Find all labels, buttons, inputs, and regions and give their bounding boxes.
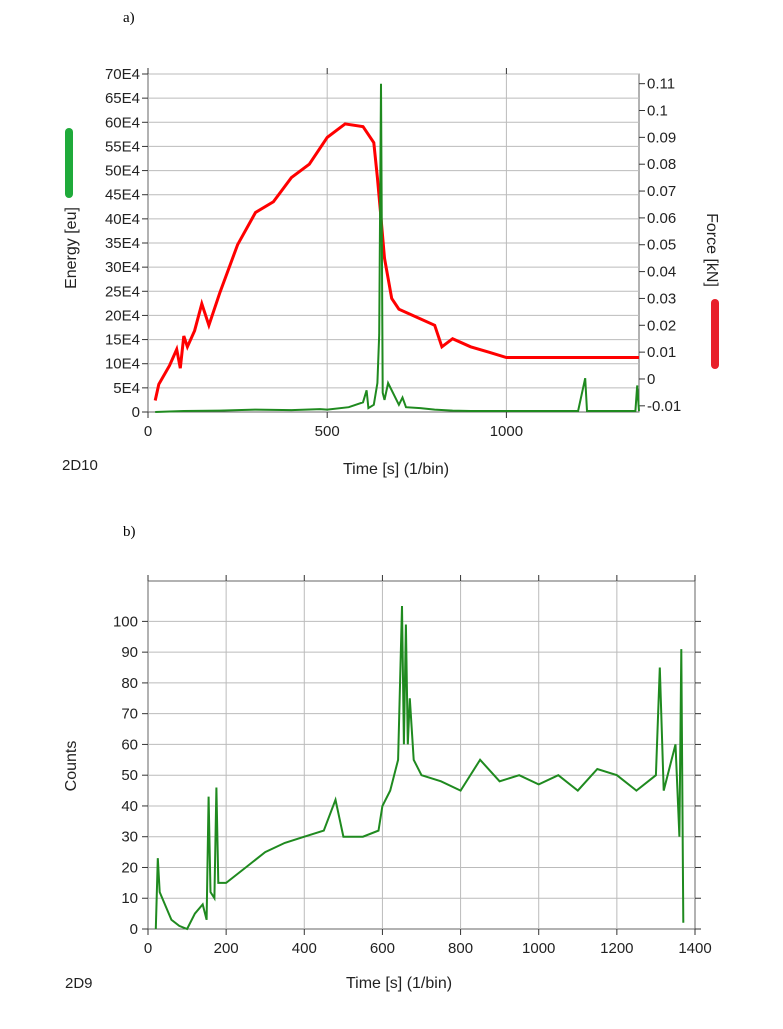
panel-b-id-label: 2D9	[65, 975, 93, 992]
energy-legend-marker	[65, 128, 73, 198]
y2-tick-label: 0.06	[647, 210, 676, 227]
y2-tick-label: 0.04	[647, 264, 676, 281]
panel-b-series	[154, 605, 685, 931]
x-tick-label: 200	[214, 940, 239, 957]
y-tick-label: 20E4	[105, 307, 140, 324]
y2-tick-label: 0.03	[647, 290, 676, 307]
y2-tick-label: 0.01	[647, 344, 676, 361]
y-tick-label: 60	[121, 736, 138, 753]
panel-b-plot-area	[147, 580, 696, 930]
y-tick-label: 50	[121, 767, 138, 784]
y-tick-label: 25E4	[105, 283, 140, 300]
x-tick-label: 600	[370, 940, 395, 957]
y2-tick-label: -0.01	[647, 398, 681, 415]
y-tick-label: 5E4	[113, 380, 140, 397]
panel-b-label: b)	[123, 524, 136, 540]
y-tick-label: 15E4	[105, 332, 140, 349]
y2-tick-label: 0.07	[647, 183, 676, 200]
y2-tick-label: 0.08	[647, 156, 676, 173]
panel-a-y-axis-label: Energy [eu]	[63, 207, 80, 289]
y-tick-label: 40E4	[105, 211, 140, 228]
y-tick-label: 80	[121, 675, 138, 692]
panel-a-label: a)	[123, 10, 135, 26]
y2-tick-label: 0.1	[647, 103, 668, 120]
energy-series-line	[155, 83, 640, 413]
panel-b-ticks: 0 200 400 600 800 1000 1200 1400 0 10 20 30 40 50 60 70…	[113, 575, 712, 957]
y-tick-label: 50E4	[105, 163, 140, 180]
x-tick-label: 1000	[522, 940, 555, 957]
y-tick-label: 90	[121, 644, 138, 661]
y-tick-label: 100	[113, 613, 138, 630]
y-tick-label: 10	[121, 890, 138, 907]
y-tick-label: 60E4	[105, 114, 140, 131]
y-tick-label: 45E4	[105, 187, 140, 204]
panel-a-ticks: 0 500 1000 0 5E4 10E4 15E4 20E4 25E4 30E4 35E4 40E4…	[105, 66, 681, 440]
panel-b-x-axis-label: Time [s] (1/bin)	[346, 975, 452, 992]
y-tick-label: 35E4	[105, 235, 140, 252]
x-tick-label: 1000	[490, 423, 523, 440]
force-legend-marker	[711, 299, 719, 369]
x-tick-label: 400	[292, 940, 317, 957]
panel-a-x-axis-label: Time [s] (1/bin)	[343, 461, 449, 478]
y-tick-label: 65E4	[105, 90, 140, 107]
panel-a-y2-axis-label: Force [kN]	[703, 213, 720, 287]
force-series-line	[153, 122, 639, 401]
x-tick-label: 500	[315, 423, 340, 440]
y2-tick-label: 0.09	[647, 129, 676, 146]
y-tick-label: 70E4	[105, 66, 140, 83]
y-tick-label: 40	[121, 798, 138, 815]
y-tick-label: 20	[121, 859, 138, 876]
x-tick-label: 1200	[600, 940, 633, 957]
panel-b-y-axis-label: Counts	[63, 741, 80, 792]
x-tick-label: 0	[144, 940, 152, 957]
y2-tick-label: 0.05	[647, 237, 676, 254]
x-tick-label: 0	[144, 423, 152, 440]
panel-a-grid	[148, 73, 639, 412]
panel-a-series	[153, 83, 640, 413]
y-tick-label: 30E4	[105, 259, 140, 276]
y2-tick-label: 0.02	[647, 317, 676, 334]
y-tick-label: 0	[130, 921, 138, 938]
y-tick-label: 0	[132, 404, 140, 421]
y2-tick-label: 0	[647, 371, 655, 388]
y2-tick-label: 0.11	[647, 76, 675, 93]
panel-a-id-label: 2D10	[62, 457, 98, 474]
y-tick-label: 30	[121, 829, 138, 846]
y-tick-label: 70	[121, 706, 138, 723]
x-tick-label: 1400	[678, 940, 711, 957]
y-tick-label: 10E4	[105, 356, 140, 373]
counts-series-line	[154, 605, 685, 931]
x-tick-label: 800	[448, 940, 473, 957]
panel-b-grid	[148, 581, 695, 929]
y-tick-label: 55E4	[105, 138, 140, 155]
